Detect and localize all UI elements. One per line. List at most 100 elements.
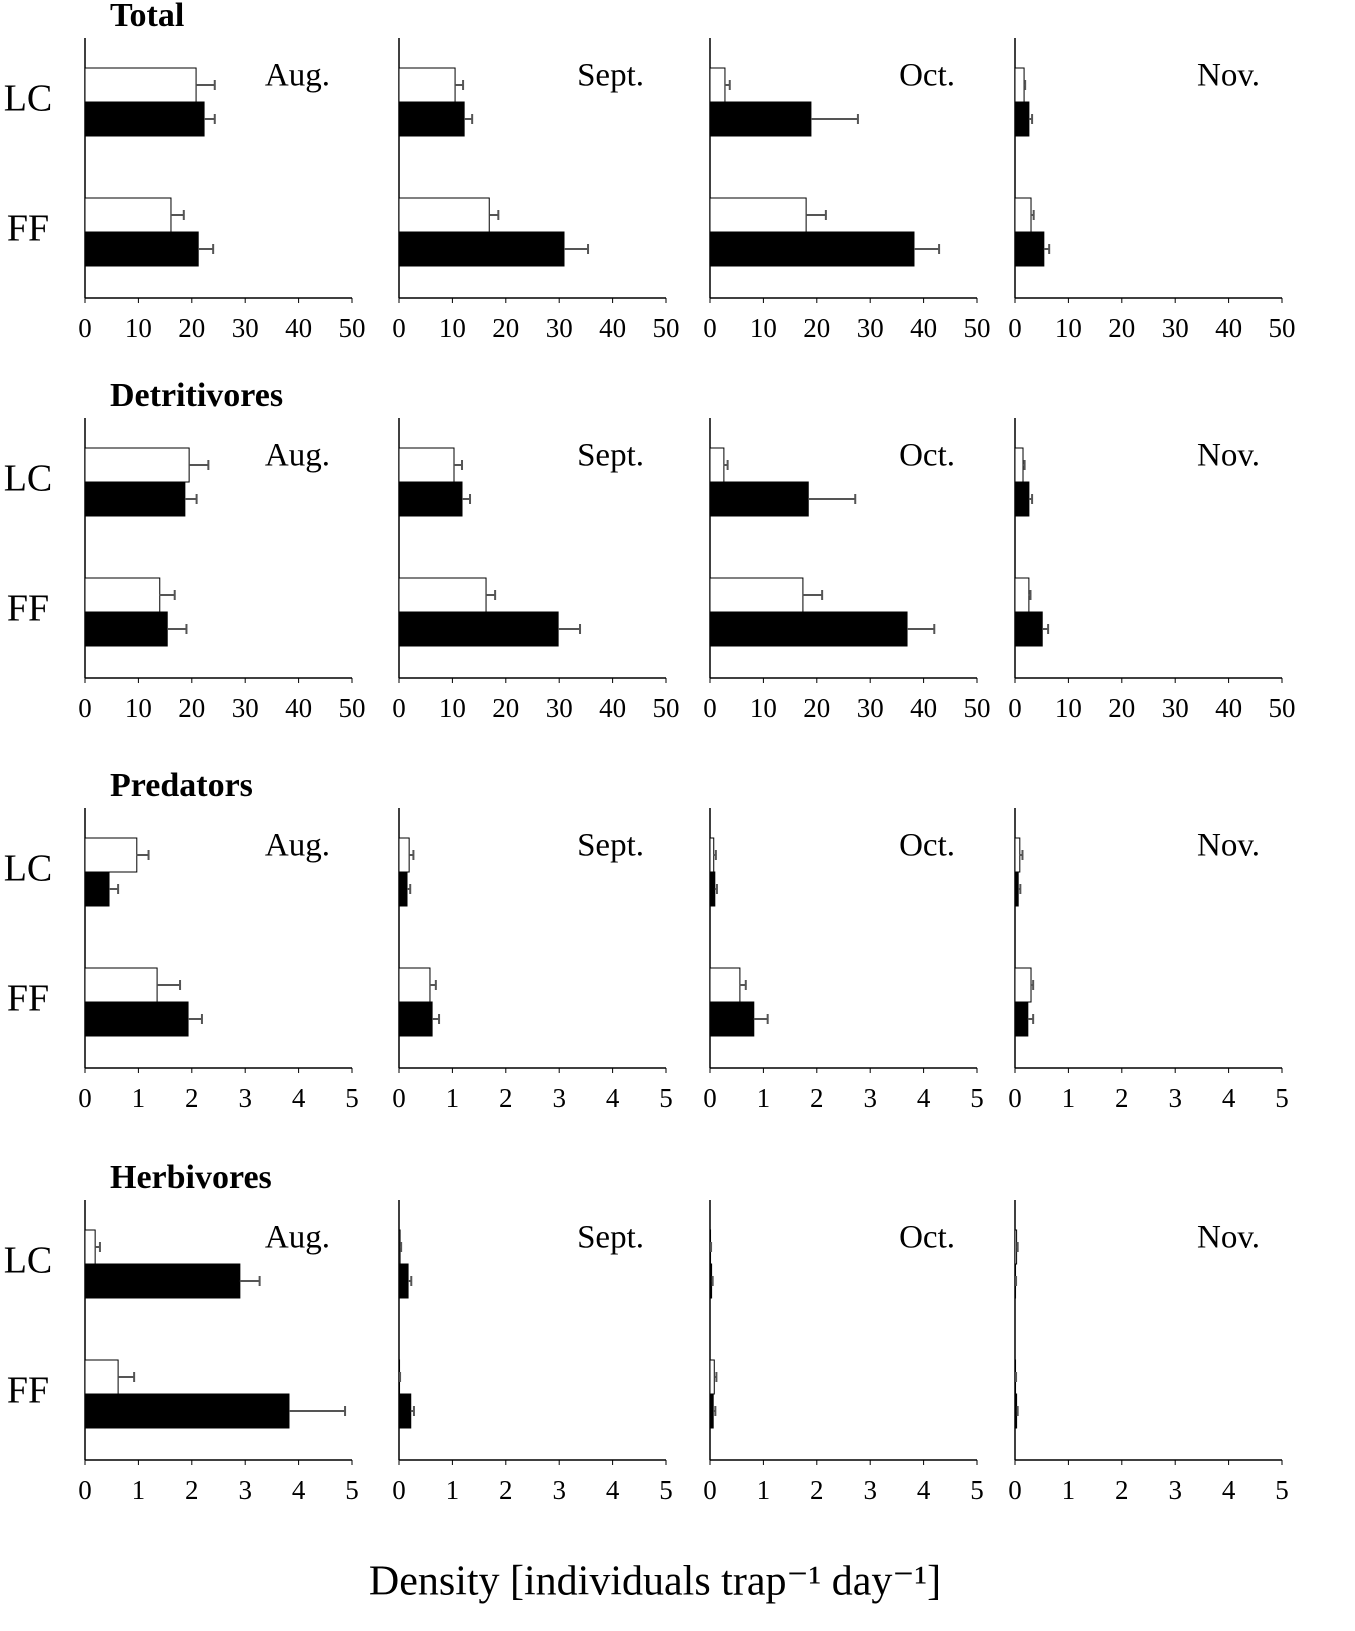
bar	[709, 447, 725, 483]
error-bar	[184, 494, 198, 504]
error-bar	[711, 1276, 714, 1286]
x-tick-label: 4	[606, 1083, 620, 1113]
bar	[709, 231, 915, 267]
x-tick-label: 2	[185, 1475, 199, 1505]
bar	[398, 611, 559, 647]
bar	[84, 1263, 241, 1299]
error-bar	[432, 1014, 441, 1024]
x-tick-label: 40	[910, 313, 937, 343]
x-tick-label: 10	[750, 693, 777, 723]
error-bar	[429, 980, 437, 990]
bar	[84, 481, 186, 517]
x-tick-label: 10	[1055, 693, 1082, 723]
x-tick-label: 20	[803, 693, 830, 723]
error-bar	[810, 114, 859, 124]
x-tick-label: 5	[970, 1475, 984, 1505]
bar	[709, 101, 812, 137]
month-label: Oct.	[899, 438, 955, 474]
error-bar	[136, 850, 150, 860]
error-bar	[118, 1372, 136, 1382]
x-tick-label: 10	[125, 313, 152, 343]
x-tick-label: 4	[917, 1083, 931, 1113]
error-bar	[1016, 1242, 1019, 1252]
x-tick-label: 4	[292, 1083, 306, 1113]
x-tick-label: 5	[1275, 1475, 1289, 1505]
bar	[398, 871, 408, 907]
bar	[709, 1393, 714, 1429]
error-bar	[1024, 80, 1027, 90]
x-tick-label: 3	[552, 1475, 566, 1505]
x-tick-label: 20	[803, 313, 830, 343]
bar	[398, 967, 431, 1003]
error-bar	[713, 1406, 717, 1416]
x-tick-label: 3	[1168, 1475, 1182, 1505]
error-bar	[489, 210, 500, 220]
bar	[84, 197, 172, 233]
month-label: Nov.	[1197, 1220, 1260, 1256]
x-tick-label: 40	[599, 693, 626, 723]
x-tick-label: 50	[964, 693, 991, 723]
bar	[84, 231, 199, 267]
error-bar	[1028, 590, 1032, 600]
bar	[1014, 67, 1025, 103]
error-bar	[239, 1276, 261, 1286]
bar	[1014, 577, 1030, 613]
error-bar	[400, 1242, 403, 1252]
error-bar	[408, 1276, 413, 1286]
month-label: Oct.	[899, 828, 955, 864]
month-label: Aug.	[265, 1220, 330, 1256]
error-bar	[802, 590, 824, 600]
bar	[1014, 967, 1032, 1003]
bar	[709, 481, 809, 517]
error-bar	[409, 850, 415, 860]
x-tick-label: 5	[345, 1083, 359, 1113]
error-bar	[189, 460, 210, 470]
month-label: Aug.	[265, 438, 330, 474]
x-tick-label: 0	[78, 693, 92, 723]
error-bar	[1018, 884, 1022, 894]
bar	[84, 837, 138, 873]
error-bar	[1031, 210, 1035, 220]
x-tick-label: 3	[1168, 1083, 1182, 1113]
bar	[709, 837, 715, 873]
x-tick-label: 0	[1008, 693, 1022, 723]
bar	[398, 481, 463, 517]
error-bar	[464, 114, 474, 124]
bar	[84, 447, 190, 483]
x-tick-label: 30	[546, 313, 573, 343]
x-tick-label: 20	[492, 693, 519, 723]
x-tick-label: 1	[757, 1475, 771, 1505]
error-bar	[196, 80, 216, 90]
x-tick-label: 1	[1062, 1083, 1076, 1113]
category-label: LC	[4, 1240, 53, 1282]
bar	[709, 197, 807, 233]
x-tick-label: 30	[1162, 693, 1189, 723]
bar	[84, 101, 205, 137]
x-tick-label: 30	[857, 313, 884, 343]
x-tick-label: 2	[1115, 1083, 1129, 1113]
x-tick-label: 5	[1275, 1083, 1289, 1113]
error-bar	[710, 1242, 713, 1252]
error-bar	[157, 980, 182, 990]
x-tick-label: 10	[750, 313, 777, 343]
x-tick-label: 1	[446, 1083, 460, 1113]
error-bar	[95, 1242, 101, 1252]
bar	[398, 1001, 433, 1037]
x-tick-label: 4	[606, 1475, 620, 1505]
bar	[398, 447, 455, 483]
bar	[1014, 197, 1032, 233]
x-tick-label: 0	[78, 313, 92, 343]
bar	[1014, 1229, 1018, 1265]
panel-title: Herbivores	[110, 1159, 272, 1196]
x-tick-label: 10	[125, 693, 152, 723]
bar	[398, 577, 487, 613]
x-tick-label: 30	[857, 693, 884, 723]
error-bar	[714, 1372, 718, 1382]
bar	[709, 1001, 755, 1037]
x-tick-label: 30	[232, 313, 259, 343]
error-bar	[724, 80, 731, 90]
x-tick-label: 20	[1108, 313, 1135, 343]
bar	[709, 871, 716, 907]
bar	[398, 231, 565, 267]
month-label: Nov.	[1197, 438, 1260, 474]
